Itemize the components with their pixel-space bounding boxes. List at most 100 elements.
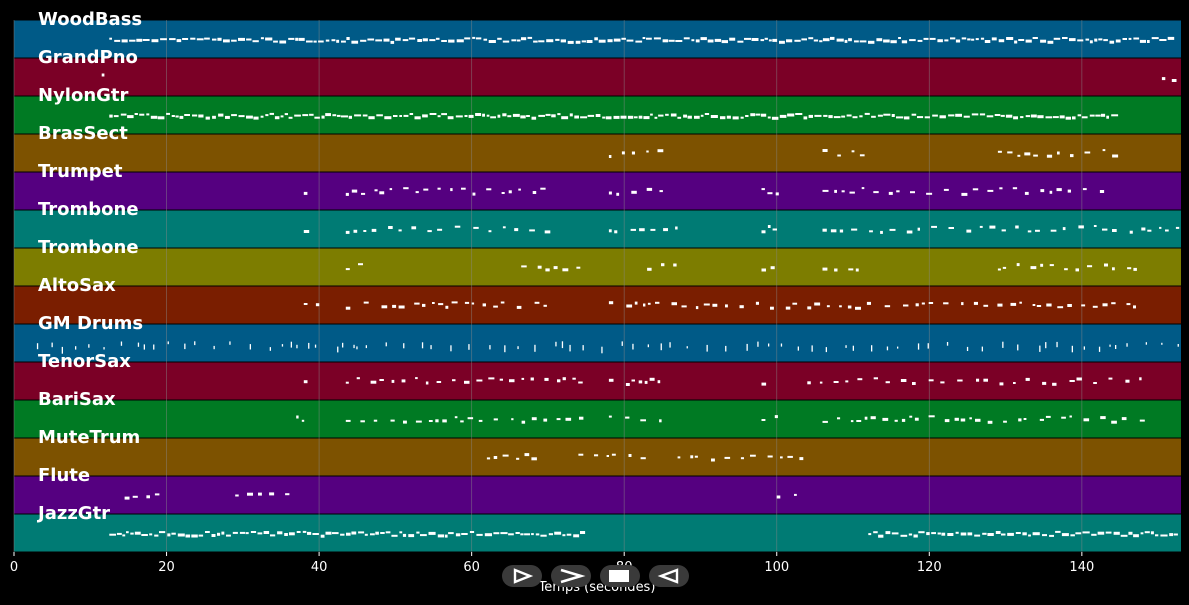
note xyxy=(852,116,858,119)
note xyxy=(770,266,775,270)
track-label: BariSax xyxy=(38,389,116,410)
note xyxy=(976,378,980,382)
note xyxy=(392,304,397,308)
note xyxy=(302,530,307,533)
note xyxy=(991,37,997,41)
note xyxy=(658,114,664,117)
note xyxy=(486,188,492,191)
note xyxy=(401,379,406,383)
fast-forward-button[interactable] xyxy=(551,565,591,587)
note xyxy=(903,116,910,120)
note xyxy=(296,415,299,419)
note xyxy=(246,115,253,119)
track-band xyxy=(14,172,1181,210)
notes-layer xyxy=(36,36,1180,538)
note xyxy=(265,114,269,117)
note xyxy=(760,113,767,117)
note xyxy=(345,419,351,422)
note xyxy=(1050,229,1057,232)
note xyxy=(694,455,698,458)
note xyxy=(961,37,967,40)
note xyxy=(1027,230,1032,233)
note xyxy=(1015,532,1021,534)
track-label: Flute xyxy=(38,465,90,486)
note xyxy=(983,378,988,382)
note xyxy=(414,302,420,305)
note xyxy=(530,377,534,381)
note xyxy=(740,116,744,119)
note xyxy=(613,115,620,119)
note xyxy=(177,533,185,537)
note xyxy=(544,230,551,234)
note xyxy=(1028,534,1031,537)
note xyxy=(1067,304,1072,307)
note xyxy=(745,115,749,117)
note xyxy=(1128,37,1132,40)
note xyxy=(1017,344,1019,351)
note xyxy=(937,532,941,535)
note xyxy=(560,39,566,43)
note xyxy=(1111,302,1116,305)
note xyxy=(786,39,793,43)
note xyxy=(621,151,625,155)
note xyxy=(557,113,561,116)
note xyxy=(1111,114,1119,117)
stop-button[interactable] xyxy=(600,565,640,587)
note xyxy=(475,37,482,40)
note xyxy=(1024,191,1029,195)
note xyxy=(768,343,770,347)
note xyxy=(695,39,700,43)
note xyxy=(263,531,270,534)
note xyxy=(671,302,677,306)
note xyxy=(153,344,155,350)
note xyxy=(1122,38,1127,40)
note xyxy=(634,301,638,305)
note xyxy=(1001,229,1006,232)
play-button[interactable] xyxy=(502,565,542,587)
note xyxy=(185,534,191,538)
note xyxy=(830,229,837,233)
note xyxy=(911,113,917,116)
note xyxy=(385,342,387,347)
note xyxy=(483,38,488,41)
note xyxy=(408,37,416,40)
note xyxy=(979,225,983,228)
note xyxy=(1147,40,1150,43)
note xyxy=(124,496,130,500)
note xyxy=(1092,305,1098,308)
note xyxy=(884,305,891,308)
note xyxy=(1100,416,1106,420)
note xyxy=(643,303,646,307)
note xyxy=(966,229,972,233)
note xyxy=(1094,38,1098,42)
note xyxy=(995,531,1001,534)
note xyxy=(422,114,428,118)
note xyxy=(524,453,530,457)
note xyxy=(941,532,946,536)
note xyxy=(437,534,445,538)
rewind-button[interactable] xyxy=(649,565,689,587)
note xyxy=(819,381,823,384)
note xyxy=(296,344,298,349)
note xyxy=(912,382,916,385)
note xyxy=(1037,115,1044,119)
note xyxy=(909,39,916,42)
note xyxy=(139,113,145,116)
note xyxy=(1013,382,1016,384)
track-band xyxy=(14,210,1181,248)
note xyxy=(345,306,351,310)
note xyxy=(540,187,546,190)
note xyxy=(983,304,989,307)
note xyxy=(391,379,395,383)
note xyxy=(555,341,557,347)
note xyxy=(561,116,569,120)
note xyxy=(608,155,612,158)
note xyxy=(360,420,365,423)
note xyxy=(861,187,865,190)
note xyxy=(903,304,909,307)
note xyxy=(351,189,358,193)
note xyxy=(171,115,175,117)
note xyxy=(120,113,127,116)
note xyxy=(379,191,385,195)
note xyxy=(1061,533,1069,537)
